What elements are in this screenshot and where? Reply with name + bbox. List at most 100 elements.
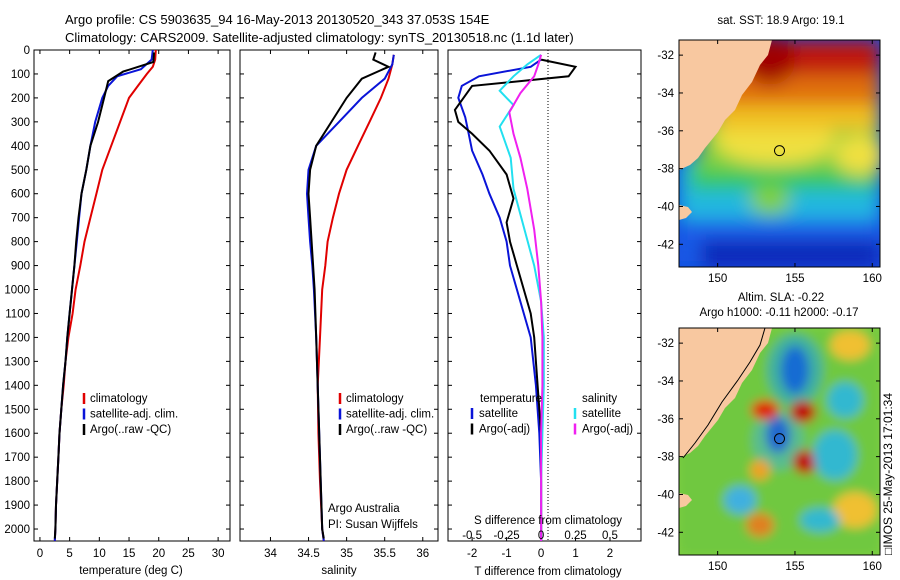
map-y-tick-label: -42 xyxy=(657,527,674,539)
depth-tick-label: 300 xyxy=(11,117,30,129)
temperature-panel: 0100200300400500600700800900100011001200… xyxy=(4,45,231,577)
depth-tick-label: 600 xyxy=(11,189,30,201)
map-y-tick-label: -32 xyxy=(657,50,674,62)
depth-tick-label: 0 xyxy=(24,45,30,57)
sst-argo-marker xyxy=(774,145,785,157)
salinity-xlabel: salinity xyxy=(321,565,356,577)
x-tick-label: -2 xyxy=(467,548,477,560)
sst-land-tip xyxy=(679,205,692,220)
depth-tick-label: 1200 xyxy=(4,332,30,344)
legend-label: Argo(..raw -QC) xyxy=(346,424,427,436)
depth-tick-label: 500 xyxy=(11,165,30,177)
x-tick-label: -1 xyxy=(501,548,511,560)
depth-tick-label: 1000 xyxy=(4,285,30,297)
s-tick-label: -0.25 xyxy=(493,530,519,542)
depth-tick-label: 1300 xyxy=(4,356,30,368)
difference-panel: -2 -1 0 1 2 S difference from climatology -0… xyxy=(447,49,642,578)
s-tick-label: 0 xyxy=(538,530,544,542)
depth-tick-label: 2000 xyxy=(4,524,30,536)
legend-label: Argo(-adj) xyxy=(582,424,633,436)
s-difference-ticks: -0.5 -0.25 0 0.25 0.5 xyxy=(462,530,618,542)
series-line-s-satellite xyxy=(498,53,545,541)
sla-map-ticks: 150 155 160 -32 -34 -36 -38 -40 -42 xyxy=(657,328,882,573)
difference-legend: temperature satellite Argo(-adj) salinity sa… xyxy=(470,393,633,436)
sla-argo-marker xyxy=(774,433,785,445)
sst-map-title: sat. SST: 18.9 Argo: 19.1 xyxy=(717,15,844,27)
sla-land-mass xyxy=(679,328,772,458)
x-tick-label: 36 xyxy=(416,548,429,560)
series-line-t-satellite xyxy=(457,58,543,541)
depth-tick-label: 700 xyxy=(11,213,30,225)
depth-tick-label: 1100 xyxy=(5,308,30,320)
depth-tick-label: 400 xyxy=(11,141,30,153)
sst-land-mass xyxy=(679,40,772,170)
salinity-legend: climatology satellite-adj. clim. Argo(..ra… xyxy=(338,393,434,436)
temperature-legend: climatology satellite-adj. clim. Argo(..ra… xyxy=(82,393,178,436)
sla-land-tip xyxy=(679,493,692,508)
map-x-tick-label: 150 xyxy=(708,561,727,573)
credit-org: Argo Australia xyxy=(328,503,400,515)
depth-tick-label: 1700 xyxy=(4,452,30,464)
s-difference-label: S difference from climatology xyxy=(474,515,622,527)
sla-contour-line xyxy=(682,328,766,459)
temperature-xlabel: temperature (deg C) xyxy=(79,565,183,577)
salinity-ticks: 34 34.5 35 35.5 36 xyxy=(240,49,438,560)
legend-group-title: temperature xyxy=(480,393,542,405)
imos-timestamp: □IMOS 25-May-2013 17:01:34 xyxy=(881,393,895,555)
series-line-argo-raw-qc- xyxy=(53,52,155,539)
legend-label: satellite-adj. clim. xyxy=(90,409,178,421)
series-line-climatology xyxy=(316,54,395,542)
figure-title-line2: Climatology: CARS2009. Satellite-adjuste… xyxy=(65,30,574,45)
difference-ticks: -2 -1 0 1 2 xyxy=(448,49,641,560)
map-y-tick-label: -36 xyxy=(657,414,674,426)
sst-map: sat. SST: 18.9 Argo: 19.1 150 155 160 -32 xyxy=(657,15,882,285)
legend-group-title: salinity xyxy=(582,393,617,405)
depth-tick-label: 800 xyxy=(11,237,30,249)
depth-tick-label: 1800 xyxy=(4,476,30,488)
x-tick-label: 34.5 xyxy=(297,548,319,560)
sst-map-frame xyxy=(678,39,881,268)
legend-label: satellite-adj. clim. xyxy=(346,409,434,421)
map-x-tick-label: 160 xyxy=(863,561,882,573)
sla-map-title: Altim. SLA: -0.22 xyxy=(738,292,824,304)
depth-tick-label: 1400 xyxy=(4,380,30,392)
x-tick-label: 20 xyxy=(152,548,165,560)
depth-tick-label: 1900 xyxy=(4,500,30,512)
depth-tick-label: 1600 xyxy=(4,428,30,440)
s-tick-label: 0.5 xyxy=(602,530,618,542)
x-tick-label: 30 xyxy=(212,548,225,560)
depth-tick-label: 900 xyxy=(11,261,30,273)
map-y-tick-label: -40 xyxy=(657,201,674,213)
x-tick-label: 1 xyxy=(572,548,578,560)
x-tick-label: 15 xyxy=(123,548,136,560)
series-line-argo-raw-qc- xyxy=(307,52,391,539)
x-tick-label: 10 xyxy=(93,548,106,560)
map-y-tick-label: -36 xyxy=(657,126,674,138)
depth-tick-label: 200 xyxy=(11,93,30,105)
temperature-axes-frame xyxy=(33,49,231,542)
map-x-tick-label: 155 xyxy=(785,273,804,285)
sst-map-ticks: 150 155 160 -32 -34 -36 -38 -40 -42 xyxy=(657,40,882,285)
legend-label: Argo(-adj) xyxy=(479,424,530,436)
difference-axes-frame xyxy=(447,49,642,542)
map-y-tick-label: -38 xyxy=(657,452,674,464)
map-y-tick-label: -34 xyxy=(657,88,674,100)
legend-label: satellite xyxy=(479,408,518,420)
difference-lines xyxy=(453,53,578,541)
temperature-ticks: 0100200300400500600700800900100011001200… xyxy=(4,45,230,560)
map-x-tick-label: 160 xyxy=(863,273,882,285)
series-line-satellite-adj-clim- xyxy=(53,49,154,542)
x-tick-label: 2 xyxy=(607,548,613,560)
salinity-panel: 34 34.5 35 35.5 36 salinity climatology satel… xyxy=(239,49,439,577)
map-y-tick-label: -38 xyxy=(657,164,674,176)
x-tick-label: 0 xyxy=(538,548,544,560)
map-x-tick-label: 155 xyxy=(785,561,804,573)
map-y-tick-label: -34 xyxy=(657,376,674,388)
x-tick-label: 25 xyxy=(182,548,195,560)
sla-map-frame xyxy=(678,327,881,556)
x-tick-label: 0 xyxy=(37,548,43,560)
temperature-lines xyxy=(53,49,157,542)
x-tick-label: 5 xyxy=(66,548,72,560)
salinity-lines xyxy=(305,52,395,542)
